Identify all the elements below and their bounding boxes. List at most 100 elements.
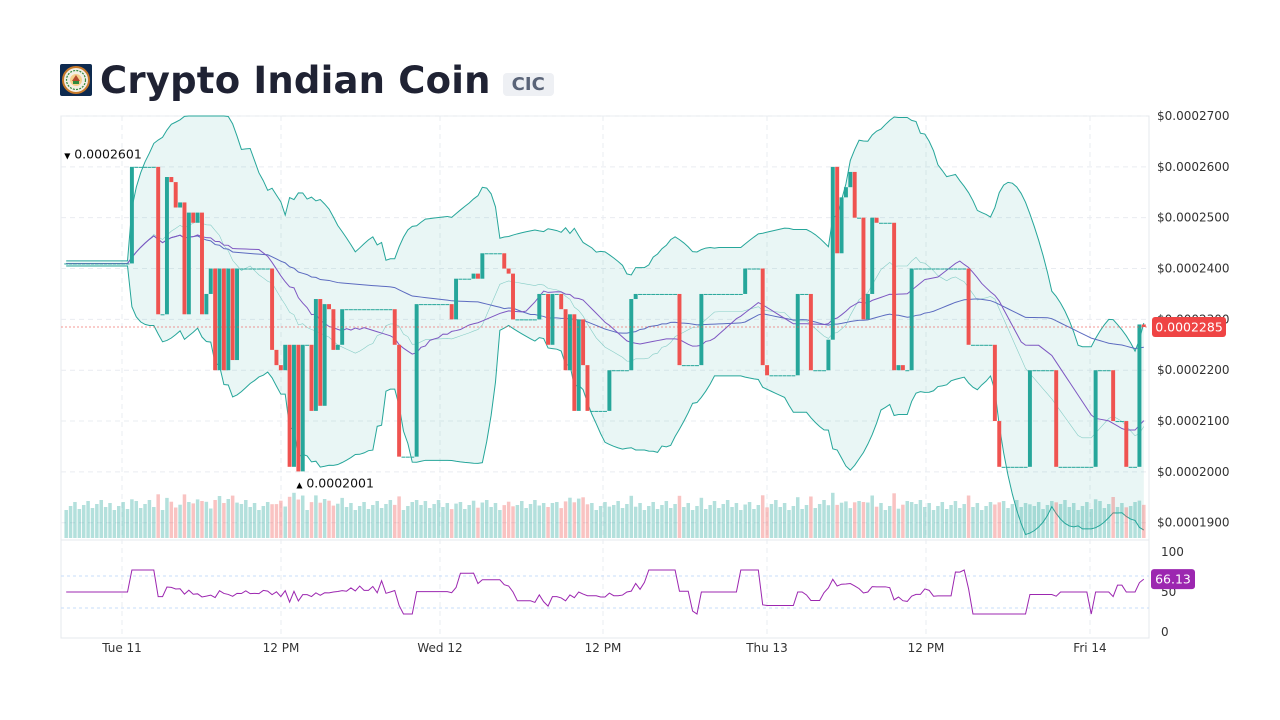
candle: [581, 319, 586, 366]
candle: [896, 365, 901, 371]
candle: [1084, 466, 1089, 468]
candle: [695, 365, 699, 367]
candle: [410, 456, 415, 458]
candle: [721, 293, 726, 295]
volume-bar: [712, 501, 717, 538]
candle: [445, 304, 450, 306]
candle: [782, 375, 787, 377]
candle: [497, 253, 502, 255]
candle: [892, 222, 897, 371]
candle: [826, 339, 831, 371]
volume-bar: [817, 504, 822, 538]
volume-bar: [515, 505, 520, 538]
volume-bar: [1045, 505, 1050, 538]
candle: [239, 268, 244, 270]
volume-bar: [528, 504, 533, 538]
chart-header: Crypto Indian Coin CIC: [60, 58, 554, 102]
candle: [673, 293, 678, 295]
volume-bar: [274, 504, 279, 538]
volume-bar: [248, 507, 252, 538]
candle: [651, 293, 656, 295]
candle: [554, 293, 559, 295]
candle: [243, 268, 248, 270]
candle: [1093, 370, 1098, 467]
volume-bar: [918, 500, 923, 538]
volume-bar: [686, 503, 690, 538]
candle: [335, 344, 340, 350]
candle: [344, 309, 349, 311]
volume-bar: [835, 504, 839, 538]
volume-bar: [77, 509, 82, 538]
candle: [506, 268, 511, 274]
volume-bar: [117, 506, 121, 538]
volume-bar: [401, 510, 406, 538]
volume-bar: [774, 500, 778, 538]
candle: [99, 263, 104, 265]
volume-bar: [962, 504, 966, 538]
volume-bar: [769, 504, 774, 538]
volume-bar: [581, 497, 585, 538]
volume-bar: [414, 500, 419, 538]
volume-bar: [388, 500, 393, 538]
volume-bar: [498, 510, 502, 538]
volume-bar: [322, 499, 327, 538]
rsi-value-badge: [1151, 569, 1195, 590]
candle: [778, 375, 783, 377]
candle: [1133, 466, 1138, 468]
volume-bar: [1067, 507, 1072, 538]
candle: [493, 253, 498, 255]
candle: [1054, 370, 1059, 467]
candle: [300, 344, 305, 472]
volume-bar: [187, 502, 191, 538]
volume-bar: [752, 509, 756, 538]
candle: [576, 319, 581, 411]
volume-bar: [143, 504, 147, 538]
candle: [256, 268, 261, 270]
candle: [1062, 466, 1067, 468]
volume-bar: [467, 505, 471, 538]
volume-bar: [252, 503, 257, 538]
volume-bar: [901, 504, 905, 538]
candle: [156, 166, 161, 315]
volume-bar: [844, 501, 848, 538]
volume-bar: [1098, 501, 1102, 538]
volume-bar: [292, 492, 296, 538]
volume-bar: [130, 499, 134, 538]
time-tick-label: 12 PM: [908, 641, 945, 655]
candle: [208, 268, 213, 294]
candle: [975, 344, 980, 346]
volume-bar: [152, 507, 156, 538]
candle: [1045, 370, 1050, 372]
candle: [471, 273, 476, 279]
rsi-tick-label: 0: [1161, 625, 1169, 639]
current-price-badge: [1152, 317, 1226, 337]
volume-bar: [178, 504, 182, 538]
candle: [865, 293, 870, 320]
volume-bar: [432, 504, 436, 538]
volume-bar: [480, 502, 485, 538]
candle: [1019, 466, 1024, 468]
candle: [296, 344, 301, 472]
volume-bar: [406, 506, 410, 538]
volume-bar: [226, 499, 231, 538]
time-tick-label: Thu 13: [745, 641, 788, 655]
candle: [642, 293, 647, 295]
volume-bar: [655, 509, 660, 538]
candle: [730, 293, 735, 295]
volume-bar: [760, 495, 765, 538]
annotation-marker: ▼: [64, 151, 71, 160]
volume-bar: [261, 506, 266, 538]
candle: [77, 263, 82, 265]
volume-bar: [239, 504, 244, 538]
candle: [64, 263, 69, 265]
volume-bar: [839, 502, 844, 538]
candle: [278, 365, 283, 371]
candle: [537, 293, 542, 320]
volume-bar: [397, 496, 401, 538]
volume-bar: [857, 501, 861, 538]
volume-bar: [366, 509, 371, 538]
volume-bar: [993, 504, 997, 538]
candle: [563, 309, 568, 371]
volume-bar: [436, 500, 441, 538]
